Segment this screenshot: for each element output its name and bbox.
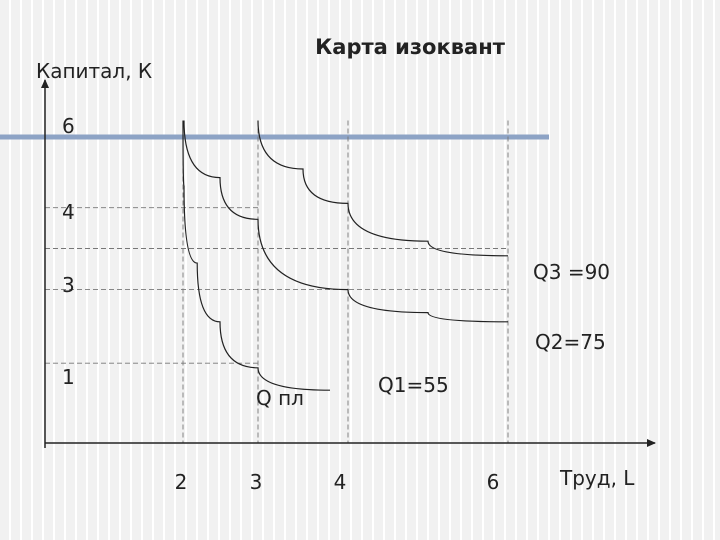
x-tick-label: 2 [175, 470, 188, 494]
isoquant-curve-1 [182, 120, 331, 391]
series-labels: Q1=55 Q2=75 Q3 =90 [378, 260, 610, 397]
series-label: Q1=55 [378, 373, 449, 397]
y-axis-label: Капитал, К [36, 59, 152, 83]
y-tick-label: 3 [62, 273, 75, 297]
x-tick-labels: 2 3 4 6 [175, 470, 500, 494]
y-tick-labels: 6 4 3 1 [62, 114, 75, 389]
x-axis-label: Труд, L [559, 466, 635, 490]
chart-title: Карта изоквант [315, 35, 506, 59]
isoquant-curve-3 [257, 120, 509, 257]
series-label: Q3 =90 [533, 260, 610, 284]
annotation-label: Q пл [256, 386, 304, 410]
x-tick-label: 6 [487, 470, 500, 494]
x-tick-label: 4 [334, 470, 347, 494]
annotation-labels: Q пл [256, 386, 304, 410]
isoquant-curves [182, 120, 509, 391]
guide-lines [45, 120, 509, 443]
y-tick-label: 6 [62, 114, 75, 138]
y-tick-label: 4 [62, 200, 75, 224]
y-tick-label: 1 [62, 365, 75, 389]
isoquant-curve-2 [183, 120, 509, 323]
x-tick-label: 3 [250, 470, 263, 494]
series-label: Q2=75 [535, 330, 606, 354]
